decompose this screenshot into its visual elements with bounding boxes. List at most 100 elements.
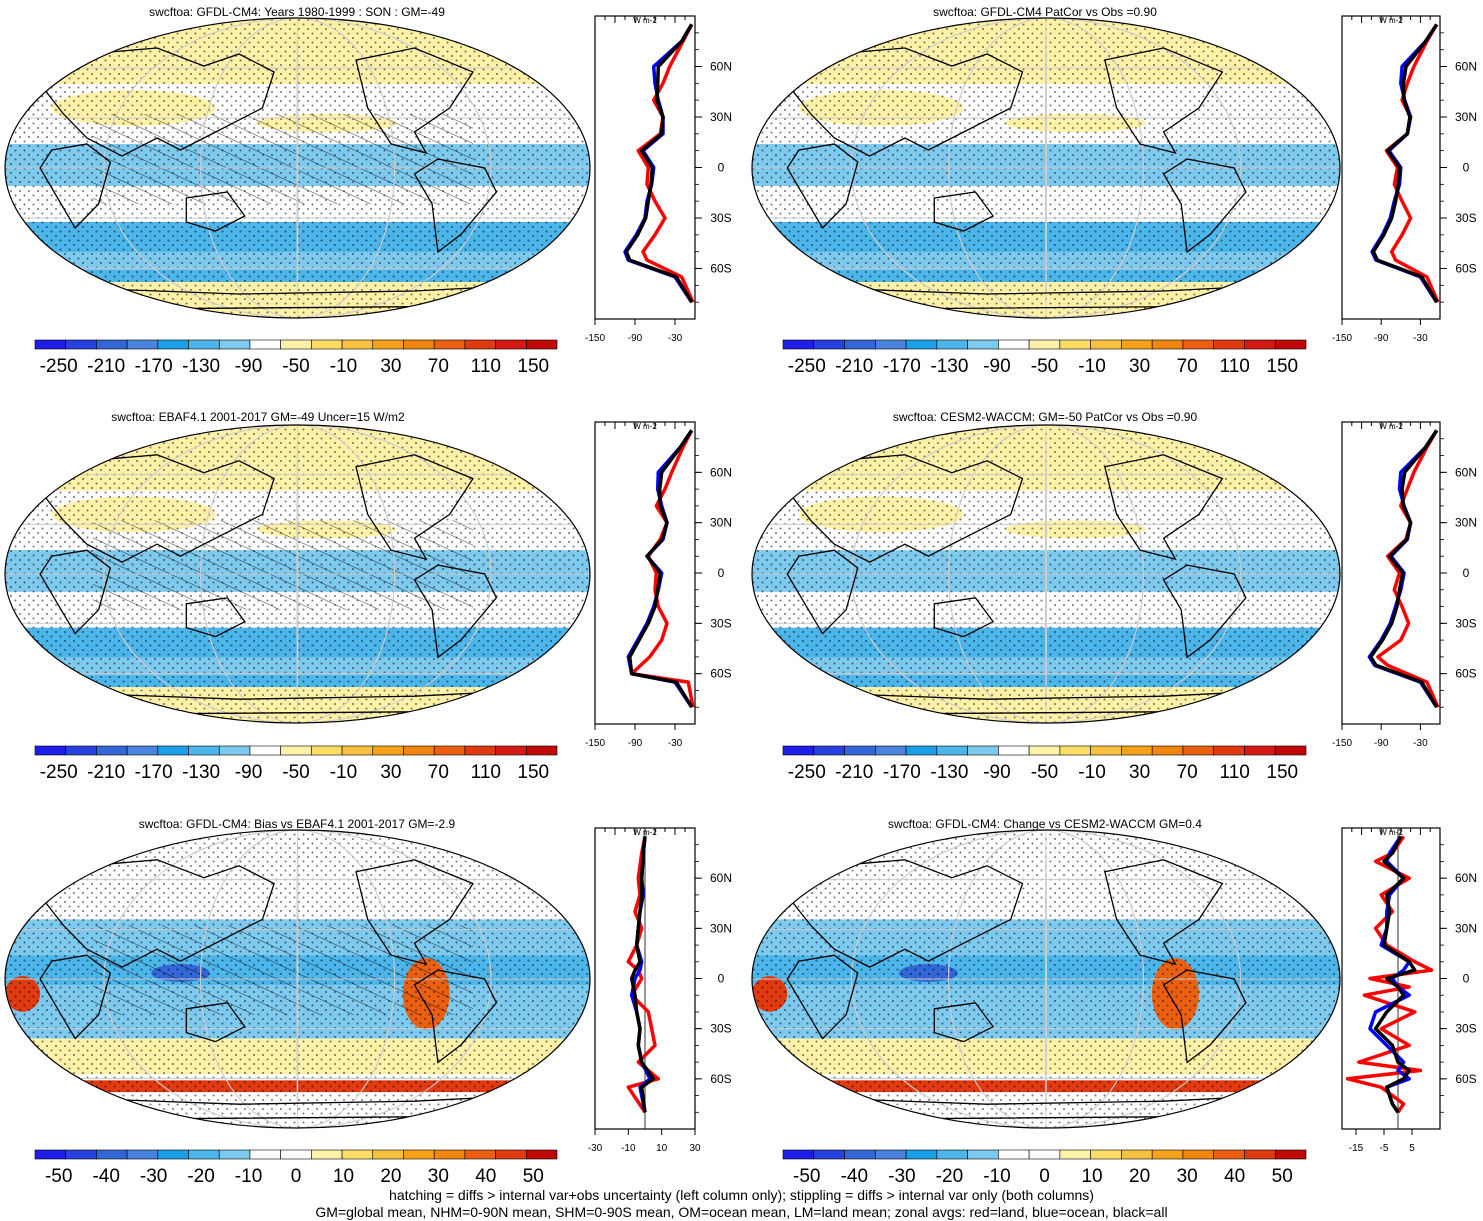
- colorbar-swatch: [249, 745, 281, 756]
- colorbar-swatch: [1121, 745, 1153, 756]
- colorbar-swatch: [782, 1149, 815, 1160]
- colorbar-swatch: [249, 1149, 281, 1160]
- colorbar-tick-label: -170: [883, 762, 921, 783]
- map-panel-1: [4, 17, 591, 319]
- colorbar-swatch: [1028, 339, 1061, 350]
- colorbar-swatch: [905, 339, 938, 350]
- coastline-5: [413, 564, 498, 659]
- zonal-profile-4: W m-2 -150 -90 -30 60N 30N 0 30S 60S: [1332, 421, 1477, 749]
- colorbar-swatch: [280, 1149, 312, 1160]
- colorbar-swatch: [1059, 1149, 1091, 1160]
- colorbar-swatch: [1028, 745, 1061, 756]
- colorbar-swatch: [998, 1149, 1030, 1160]
- colorbar-swatch: [495, 339, 527, 350]
- profile-lat-label: 30N: [710, 516, 732, 530]
- colorbar-tick-label: 30: [1129, 356, 1150, 377]
- colorbar-swatch: [525, 745, 558, 756]
- colorbar-swatch: [65, 339, 97, 350]
- colorbar-tick-label: -90: [235, 762, 262, 783]
- colorbar-swatch: [34, 745, 67, 756]
- profile-x-tick-label: -15: [1349, 1143, 1364, 1154]
- colorbar-tick-label: -50: [282, 762, 309, 783]
- colorbar-tick-label: 0: [291, 1166, 302, 1187]
- colorbar-tick-label: -10: [330, 762, 357, 783]
- colorbar-swatch: [157, 745, 189, 756]
- colorbar-swatch: [1182, 1149, 1215, 1160]
- colorbar-swatch: [844, 339, 876, 350]
- colorbar-swatch: [1090, 339, 1122, 350]
- profile-frame: [594, 15, 696, 320]
- colorbar-tick-label: -50: [1031, 356, 1058, 377]
- profile-lat-label: 30S: [1455, 616, 1476, 630]
- colorbar-tick-label: 110: [471, 356, 501, 377]
- profile-line-all: [624, 23, 694, 304]
- colorbar-tick-label: -50: [45, 1166, 72, 1187]
- colorbar-swatch: [1151, 745, 1184, 756]
- profile-x-tick-label: -150: [1332, 333, 1352, 344]
- map-panel-2: [751, 17, 1341, 319]
- colorbar-swatch: [464, 745, 496, 756]
- colorbar-swatch: [874, 745, 907, 756]
- colorbar-1: -250 -210 -170 -130 -90 -50 -10 30 70 110 150: [34, 339, 558, 377]
- colorbar-swatch: [1182, 339, 1215, 350]
- graticule-lon: [850, 18, 1242, 318]
- coastline-5: [1162, 158, 1247, 254]
- colorbar-tick-label: 30: [428, 1166, 449, 1187]
- hatching: [92, 925, 473, 1015]
- graticule-lon: [947, 830, 1145, 1128]
- profile-lat-label: 60S: [1455, 262, 1476, 276]
- profile-frame: [1341, 15, 1441, 320]
- coastline-4: [355, 859, 474, 966]
- colorbar-2: -250 -210 -170 -130 -90 -50 -10 30 70 110 150: [782, 339, 1307, 377]
- profile-x-tick-label: -150: [585, 333, 605, 344]
- colorbar-swatch: [844, 745, 876, 756]
- colorbar-swatch: [372, 745, 404, 756]
- panel-title-1: swcftoa: GFDL-CM4: Years 1980-1999 : SON…: [149, 5, 445, 19]
- profile-unit-label: W m-2: [1379, 422, 1403, 431]
- colorbar-tick-label: -130: [930, 762, 968, 783]
- colorbar-tick-label: -10: [235, 1166, 262, 1187]
- colorbar-swatch: [967, 339, 999, 350]
- colorbar-tick-label: -20: [936, 1166, 963, 1187]
- colorbar-swatch: [1182, 745, 1215, 756]
- map-border: [4, 17, 591, 319]
- coastline-3: [933, 1002, 995, 1043]
- colorbar-tick-label: 70: [1177, 356, 1198, 377]
- profile-line-all: [1371, 23, 1439, 304]
- colorbar-tick-label: -90: [983, 356, 1010, 377]
- colorbar-swatch: [65, 1149, 97, 1160]
- coastline-3: [185, 597, 246, 638]
- colorbar-swatch: [1090, 745, 1122, 756]
- map-border: [751, 17, 1341, 319]
- coastline-5: [1162, 969, 1247, 1064]
- colorbar-swatch: [525, 1149, 558, 1160]
- colorbar-swatch: [218, 339, 251, 350]
- coastline-3: [185, 191, 246, 232]
- colorbar-swatch: [967, 745, 999, 756]
- colorbar-swatch: [1274, 339, 1307, 350]
- colorbar-tick-label: 150: [1266, 762, 1298, 783]
- profile-lat-label: 0: [1463, 161, 1470, 175]
- profile-lat-label: 30N: [1455, 921, 1477, 935]
- colorbar-tick-label: 0: [1039, 1166, 1050, 1187]
- colorbar-swatch: [1059, 745, 1091, 756]
- colorbar-swatch: [967, 1149, 999, 1160]
- profile-x-tick-label: 30: [689, 1143, 701, 1154]
- colorbar-swatch: [905, 1149, 938, 1160]
- colorbar-tick-label: 40: [1224, 1166, 1245, 1187]
- colorbar-swatch: [905, 745, 938, 756]
- colorbar-swatch: [464, 1149, 496, 1160]
- colorbar-swatch: [403, 339, 435, 350]
- colorbar-tick-label: 30: [1177, 1166, 1198, 1187]
- coastline-1: [39, 47, 275, 157]
- coastline-2: [786, 143, 859, 230]
- colorbar-swatch: [433, 339, 466, 350]
- graticule-lon: [103, 425, 492, 723]
- graticule-lon: [199, 830, 396, 1128]
- colorbar-swatch: [188, 745, 220, 756]
- hatching: [92, 520, 473, 610]
- profile-unit-label: W m-2: [633, 16, 657, 25]
- profile-x-tick-label: -150: [585, 738, 605, 749]
- profile-line-all: [1373, 835, 1417, 1114]
